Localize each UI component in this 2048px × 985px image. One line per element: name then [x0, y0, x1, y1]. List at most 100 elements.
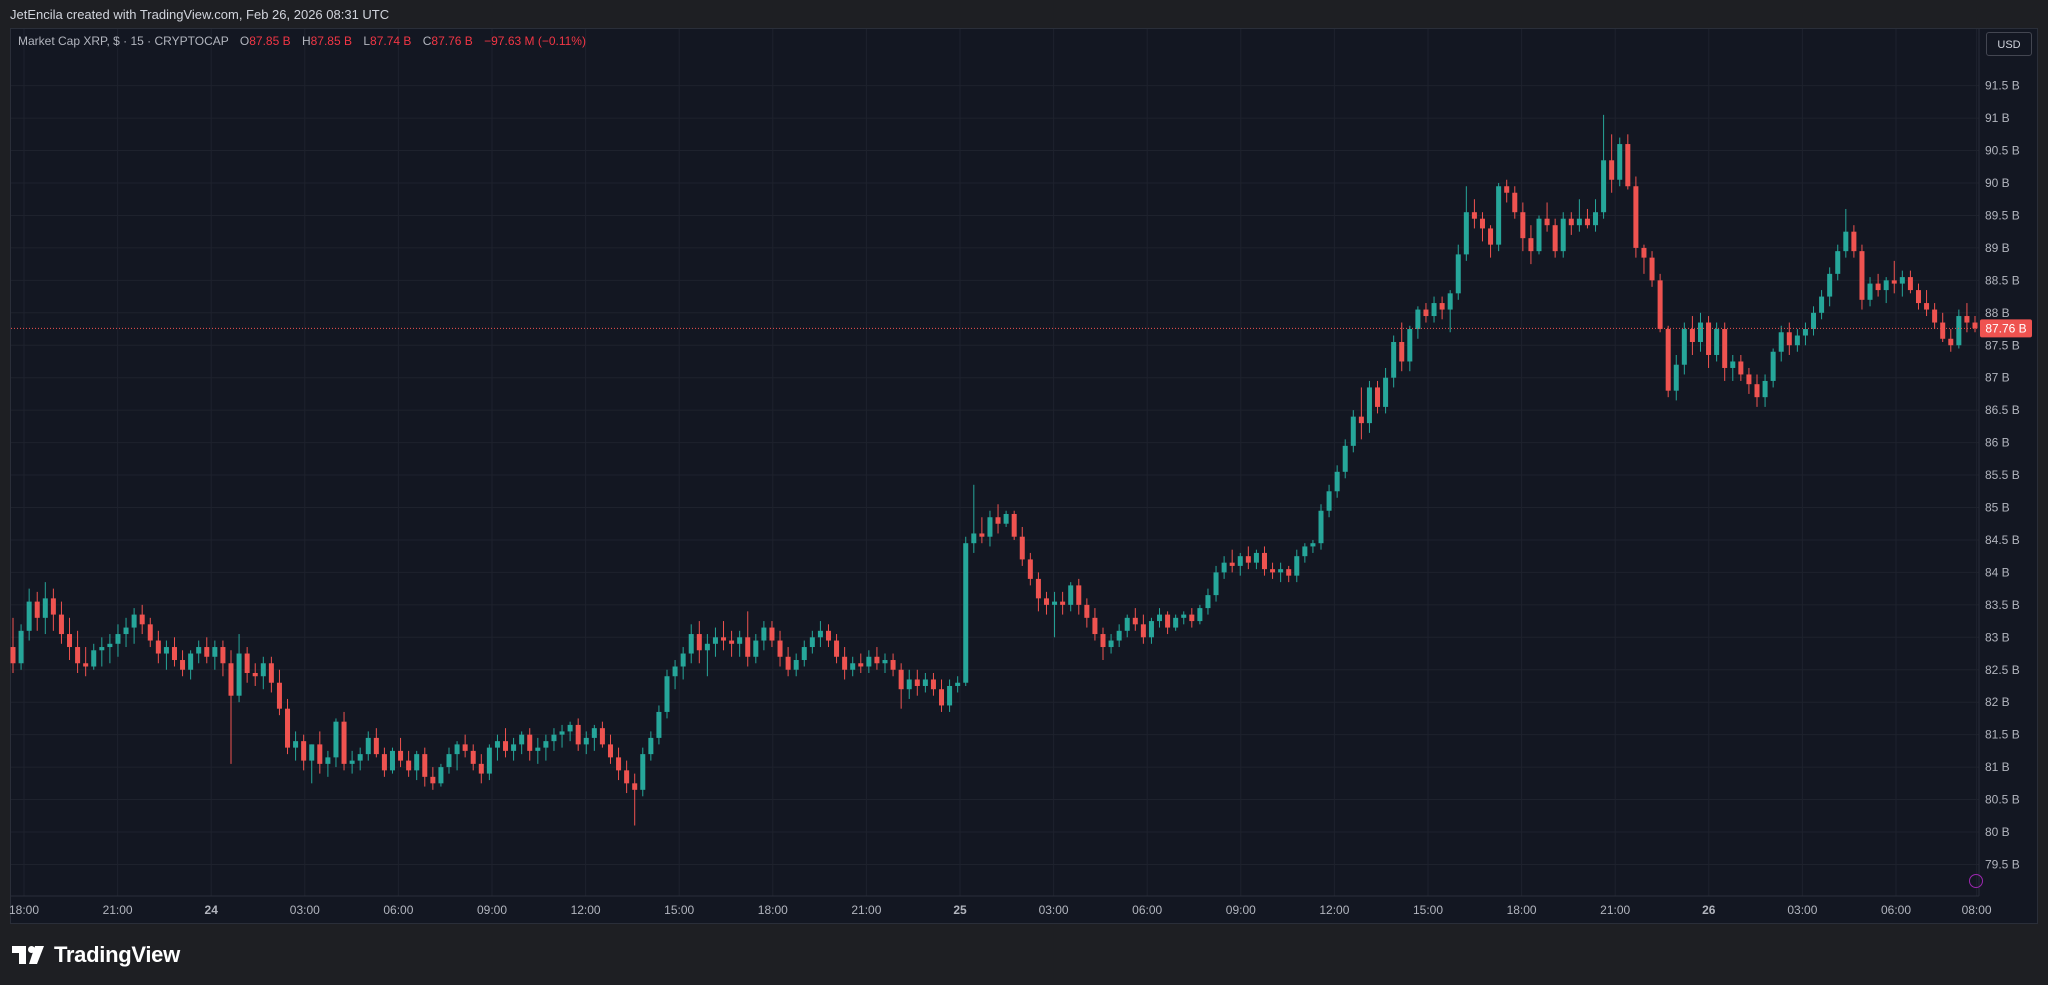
- x-tick-label: 03:00: [1787, 903, 1817, 917]
- candle-body: [648, 737, 654, 755]
- x-tick-label: 24: [205, 903, 219, 917]
- time-axis[interactable]: 18:00 21:00 24 03:00 06:00 09:00 12:00 15:00 18:…: [9, 895, 1992, 917]
- candle-body: [930, 679, 936, 690]
- candle-body: [1116, 630, 1122, 641]
- candle-body: [212, 647, 218, 657]
- candle-body: [131, 614, 137, 628]
- candle-body: [1124, 617, 1130, 631]
- candle-body: [1197, 608, 1203, 622]
- open-value: 87.85 B: [249, 34, 291, 48]
- candle-body: [1415, 309, 1421, 330]
- candle-body: [155, 640, 161, 654]
- chart-frame[interactable]: [10, 28, 2038, 924]
- candle-body: [1851, 231, 1857, 252]
- brand[interactable]: TradingView: [12, 942, 180, 968]
- candle-body: [1811, 312, 1817, 330]
- candle-body: [1245, 556, 1251, 563]
- candle-body: [1157, 614, 1163, 622]
- candle-body: [858, 663, 864, 667]
- candle-body: [1560, 218, 1566, 252]
- candle-body: [1488, 228, 1494, 245]
- y-tick-label: 84 B: [1985, 565, 2010, 579]
- candle-body: [1625, 144, 1631, 187]
- y-tick-label: 83.5 B: [1985, 598, 2020, 612]
- attribution-bar: JetEncila created with TradingView.com, …: [0, 0, 2048, 28]
- x-tick-label: 15:00: [1413, 903, 1443, 917]
- candle-body: [188, 653, 194, 670]
- candle-body: [866, 656, 872, 667]
- candle-body: [1221, 562, 1227, 573]
- candle-body: [1423, 309, 1429, 317]
- x-tick-label: 26: [1702, 903, 1716, 917]
- y-tick-label: 82 B: [1985, 695, 2010, 709]
- y-tick-label: 90 B: [1985, 176, 2010, 190]
- candle-body: [180, 660, 186, 670]
- candle-body: [1576, 218, 1582, 226]
- candle-body: [745, 637, 751, 657]
- candle-body: [1140, 624, 1146, 638]
- candle-body: [341, 721, 347, 764]
- candle-body: [115, 634, 121, 644]
- currency-button[interactable]: USD: [1986, 32, 2032, 56]
- candle-body: [1165, 614, 1171, 628]
- close-value: 87.76 B: [431, 34, 473, 48]
- y-tick-label: 90.5 B: [1985, 144, 2020, 158]
- candle-body: [1342, 445, 1348, 472]
- candle-body: [616, 757, 622, 771]
- candle-body: [1859, 251, 1865, 300]
- candle-body: [874, 656, 880, 664]
- candle-body: [922, 679, 928, 686]
- candle-body: [75, 647, 81, 664]
- candle-body: [632, 783, 638, 790]
- close-label: C: [422, 34, 432, 48]
- y-tick-label: 83 B: [1985, 630, 2010, 644]
- candle-body: [1237, 556, 1243, 566]
- candle-body: [1899, 277, 1905, 284]
- candle-body: [260, 663, 266, 677]
- candle-body: [1108, 640, 1114, 648]
- open-label: O: [239, 34, 250, 48]
- candle-body: [1229, 562, 1235, 566]
- candle-body: [737, 637, 743, 644]
- x-tick-label: 03:00: [290, 903, 320, 917]
- candle-body: [1697, 322, 1703, 343]
- candle-body: [50, 598, 56, 615]
- candle-body: [34, 601, 40, 618]
- x-tick-label: 18:00: [9, 903, 39, 917]
- y-tick-label: 81.5 B: [1985, 728, 2020, 742]
- candle-body: [1843, 231, 1849, 252]
- candle-body: [680, 653, 686, 667]
- candle-body: [470, 750, 476, 764]
- candle-body: [1205, 595, 1211, 609]
- candle-body: [809, 637, 815, 648]
- candle-body: [349, 760, 355, 764]
- candle-body: [1802, 329, 1808, 336]
- price-axis[interactable]: 79.5 B 80 B 80.5 B 81 B 81.5 B 82 B 82.5 B 83 B…: [1978, 29, 2020, 896]
- candle-body: [890, 660, 896, 670]
- candle-body: [163, 647, 169, 654]
- candle-body: [398, 750, 404, 761]
- y-tick-label: 82.5 B: [1985, 663, 2020, 677]
- candle-body: [10, 647, 16, 664]
- candle-body: [99, 647, 105, 651]
- candle-body: [171, 647, 177, 661]
- candle-body: [1891, 280, 1897, 284]
- y-tick-label: 80.5 B: [1985, 793, 2020, 807]
- candle-body: [898, 669, 904, 690]
- x-tick-label: 09:00: [477, 903, 507, 917]
- candle-body: [850, 663, 856, 670]
- candle-body: [704, 643, 710, 651]
- candle-body: [1948, 338, 1954, 346]
- candle-body: [842, 656, 848, 670]
- candle-body: [1278, 569, 1284, 573]
- x-tick-label: 06:00: [1132, 903, 1162, 917]
- candle-body: [91, 650, 97, 667]
- candle-body: [729, 640, 735, 644]
- candle-body: [979, 533, 985, 537]
- candle-body: [503, 741, 509, 751]
- last-price-badge: [1980, 319, 2032, 338]
- lightning-icon[interactable]: [1969, 874, 1983, 888]
- symbol-name[interactable]: Market Cap XRP, $ · 15 · CRYPTOCAP: [18, 34, 229, 48]
- candle-body: [1835, 251, 1841, 274]
